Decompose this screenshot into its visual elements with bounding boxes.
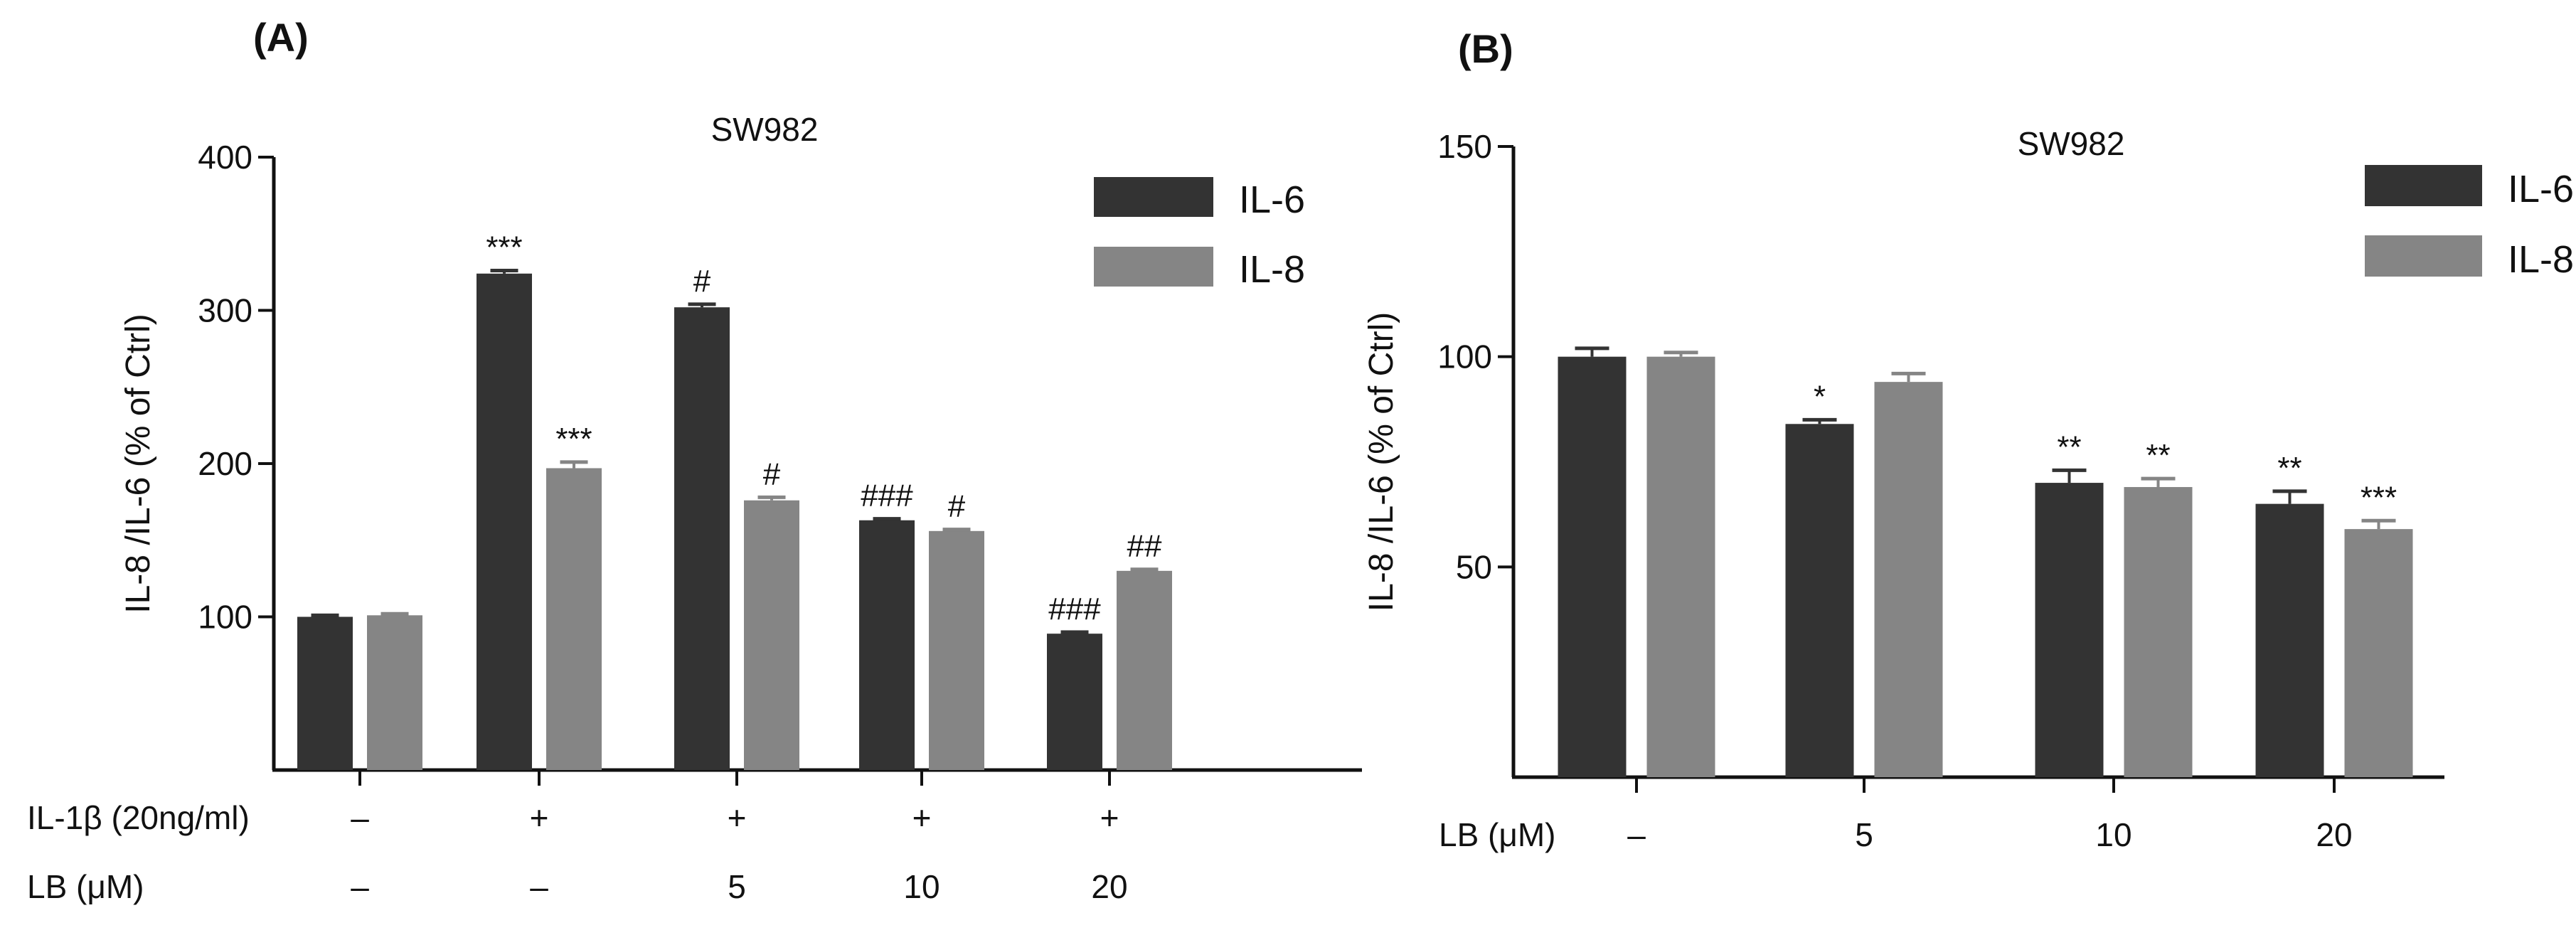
treatment-row-value: + <box>1100 799 1119 836</box>
y-tick-label: 100 <box>198 599 252 636</box>
treatment-row-value: 5 <box>1855 816 1873 853</box>
bar-il-6 <box>2255 503 2324 777</box>
significance-label: ** <box>2057 429 2081 464</box>
treatment-row-value: – <box>351 868 369 905</box>
treatment-row-value: – <box>351 799 369 836</box>
significance-label: ## <box>1127 529 1162 564</box>
treatment-row-label: LB (μM) <box>27 868 144 905</box>
treatment-row-value: + <box>912 799 932 836</box>
legend-label-il-8: IL-8 <box>2508 238 2574 281</box>
legend-swatch-il-8 <box>1094 247 1213 287</box>
legend-label-il-6: IL-6 <box>1239 178 1305 221</box>
significance-label: # <box>693 264 711 299</box>
treatment-row-label: LB (μM) <box>1439 816 1556 853</box>
treatment-row-value: 20 <box>2316 816 2352 853</box>
significance-label: # <box>948 489 966 524</box>
panel-label: (B) <box>1458 26 1513 71</box>
treatment-row-label: IL-1β (20ng/ml) <box>27 799 250 836</box>
panel-a-bar-chart: (A) SW982 IL-8 /IL-6 (% of Ctrl) 100 200 300 4… <box>27 15 1362 905</box>
significance-label: *** <box>2361 480 2397 515</box>
significance-label: ### <box>1048 592 1101 626</box>
significance-label: ### <box>861 479 913 513</box>
treatment-row-value: + <box>530 799 549 836</box>
significance-label: *** <box>555 422 592 456</box>
bar-il-6 <box>477 273 532 770</box>
treatment-row-value: 20 <box>1091 868 1127 905</box>
treatment-row-value: 10 <box>903 868 940 905</box>
bar-il-8 <box>2124 486 2193 777</box>
bar-il-8 <box>1646 356 1715 778</box>
bar-il-6 <box>1047 634 1102 770</box>
legend-swatch-il-6 <box>2365 165 2482 206</box>
y-tick-label: 50 <box>1456 548 1492 585</box>
y-tick-label: 200 <box>198 445 252 482</box>
y-axis-title: IL-8 /IL-6 (% of Ctrl) <box>119 314 157 613</box>
legend-label-il-6: IL-6 <box>2508 168 2574 210</box>
chart-title: SW982 <box>711 111 819 148</box>
treatment-row-value: – <box>530 868 548 905</box>
significance-label: # <box>763 456 781 491</box>
bar-il-8 <box>929 530 984 770</box>
bar-il-6 <box>297 616 353 770</box>
y-tick-label: 150 <box>1437 128 1492 165</box>
treatment-row-value: 10 <box>2095 816 2131 853</box>
bar-il-8 <box>744 500 799 770</box>
bar-il-8 <box>367 615 422 770</box>
bar-il-8 <box>1117 570 1172 770</box>
treatment-row-value: – <box>1627 816 1646 853</box>
treatment-row-value: + <box>728 799 747 836</box>
bar-il-8 <box>2344 529 2413 777</box>
bar-il-6 <box>674 307 730 770</box>
legend-label-il-8: IL-8 <box>1239 248 1305 291</box>
bar-il-6 <box>1558 356 1627 778</box>
significance-label: * <box>1814 379 1826 414</box>
y-axis-title: IL-8 /IL-6 (% of Ctrl) <box>1363 312 1400 611</box>
bar-il-6 <box>2035 483 2104 777</box>
y-tick-label: 300 <box>198 292 252 329</box>
y-tick-label: 400 <box>198 139 252 176</box>
bar-il-8 <box>1874 382 1943 777</box>
legend-swatch-il-6 <box>1094 177 1213 217</box>
significance-label: ** <box>2146 438 2170 473</box>
bar-il-6 <box>1785 424 1854 777</box>
panel-label: (A) <box>253 15 309 60</box>
bar-il-8 <box>546 468 602 770</box>
chart-title: SW982 <box>2018 125 2125 162</box>
significance-label: ** <box>2277 451 2301 486</box>
y-tick-label: 100 <box>1437 338 1492 375</box>
bar-il-6 <box>859 520 915 770</box>
significance-label: *** <box>486 230 522 265</box>
treatment-row-value: 5 <box>728 868 746 905</box>
legend-swatch-il-8 <box>2365 235 2482 277</box>
